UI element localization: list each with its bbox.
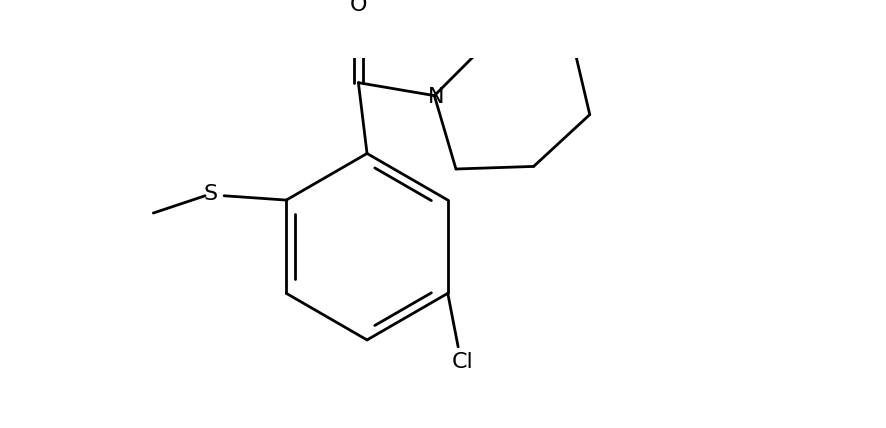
Text: N: N <box>428 87 445 107</box>
Text: S: S <box>203 184 217 204</box>
Text: Cl: Cl <box>452 352 473 372</box>
Text: O: O <box>350 0 367 15</box>
